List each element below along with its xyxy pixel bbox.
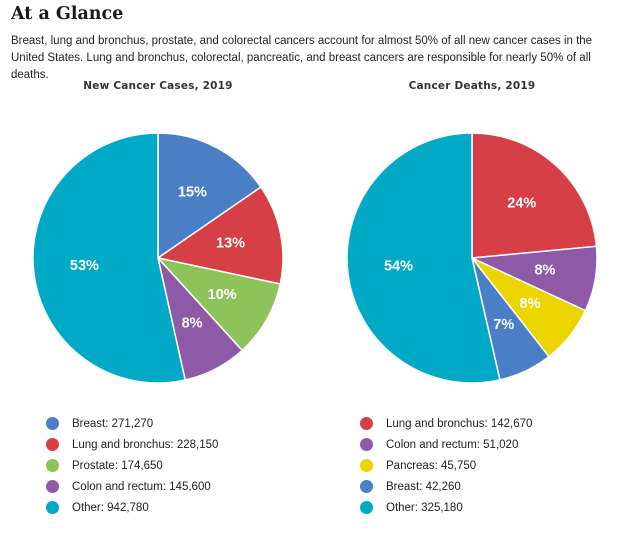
pie-slice-lung-and-bronchus[interactable] (471, 132, 598, 259)
pie-slice-breast[interactable] (157, 132, 262, 260)
legend-item[interactable]: Breast: 271,270 (46, 413, 218, 434)
legend-swatch (46, 438, 59, 451)
legend-label: Pancreas: 45,750 (386, 459, 477, 472)
slice-label-pancreas: 8% (519, 296, 540, 312)
legend-item[interactable]: Other: 942,780 (46, 497, 218, 518)
legend-swatch (46, 459, 59, 472)
legend-label: Other: 325,180 (386, 501, 463, 514)
intro-text: Breast, lung and bronchus, prostate, and… (11, 35, 593, 81)
legend-swatch (46, 417, 59, 430)
chart-title-new-cases: New Cancer Cases, 2019 (83, 80, 233, 92)
chart-title-deaths: Cancer Deaths, 2019 (408, 80, 536, 92)
slice-label-breast: 7% (493, 317, 514, 333)
legend-item[interactable]: Colon and rectum: 51,020 (360, 434, 532, 455)
legend-label: Lung and bronchus: 228,150 (72, 438, 219, 451)
pie-slice-other[interactable] (32, 132, 187, 384)
pie-slice-lung-and-bronchus[interactable] (156, 185, 284, 285)
pie-chart-new-cases: 15% 13% 10% 8% 53% (32, 132, 284, 384)
slice-label-other: 53% (70, 258, 99, 274)
slice-label-lung-and-bronchus: 13% (216, 236, 245, 252)
legend-deaths: Lung and bronchus: 142,670 Colon and rec… (360, 413, 532, 518)
slice-label-prostate: 10% (208, 287, 237, 303)
legend-swatch (46, 480, 59, 493)
legend-item[interactable]: Other: 325,180 (360, 497, 532, 518)
legend-swatch (360, 480, 373, 493)
pie-slice-prostate[interactable] (155, 256, 282, 352)
slice-label-breast: 15% (178, 184, 207, 200)
legend-label: Colon and rectum: 145,600 (72, 480, 211, 493)
legend-new-cases: Breast: 271,270 Lung and bronchus: 228,1… (46, 413, 218, 518)
slice-label-lung-and-bronchus: 24% (507, 195, 536, 211)
legend-label: Prostate: 174,650 (72, 459, 163, 472)
legend-swatch (360, 438, 373, 451)
legend-label: Lung and bronchus: 142,670 (386, 417, 533, 430)
legend-item[interactable]: Colon and rectum: 145,600 (46, 476, 218, 497)
legend-label: Breast: 42,260 (386, 480, 461, 493)
legend-swatch (360, 501, 373, 514)
legend-label: Breast: 271,270 (72, 417, 154, 430)
slice-label-colon-and-rectum: 8% (534, 263, 555, 279)
legend-item[interactable]: Prostate: 174,650 (46, 455, 218, 476)
legend-label: Colon and rectum: 51,020 (386, 438, 519, 451)
legend-swatch (360, 417, 373, 430)
legend-item[interactable]: Pancreas: 45,750 (360, 455, 532, 476)
slice-label-other: 54% (384, 258, 413, 274)
legend-swatch (360, 459, 373, 472)
legend-item[interactable]: Lung and bronchus: 228,150 (46, 434, 218, 455)
legend-swatch (46, 501, 59, 514)
pie-chart-deaths: 24% 8% 8% 7% 54% (346, 132, 598, 384)
page-title: At a Glance (11, 4, 124, 24)
pie-slice-other[interactable] (346, 132, 501, 384)
legend-item[interactable]: Breast: 42,260 (360, 476, 532, 497)
legend-label: Other: 942,780 (72, 501, 149, 514)
slice-label-colon-and-rectum: 8% (182, 316, 203, 332)
legend-item[interactable]: Lung and bronchus: 142,670 (360, 413, 532, 434)
